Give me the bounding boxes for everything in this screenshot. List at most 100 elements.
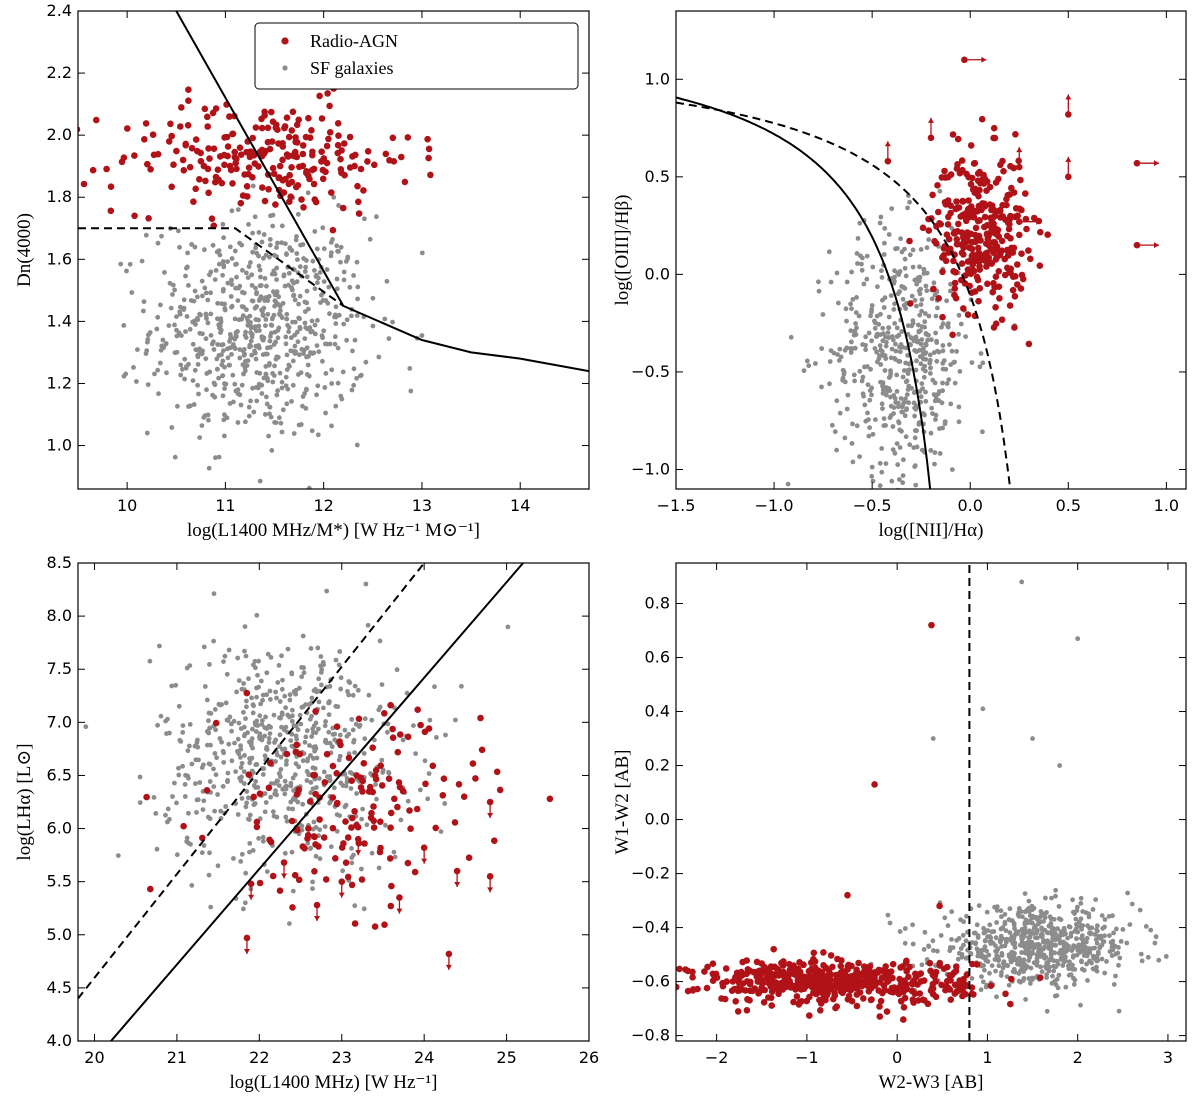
sf-galaxy-point xyxy=(359,816,364,822)
radio-agn-point xyxy=(196,176,203,183)
sf-galaxy-point xyxy=(411,723,416,728)
sf-galaxy-point xyxy=(848,301,853,307)
sf-galaxy-point xyxy=(184,314,190,319)
sf-galaxy-point xyxy=(283,724,289,730)
sf-galaxy-point xyxy=(237,355,243,361)
sf-galaxy-point xyxy=(311,819,317,825)
radio-agn-point xyxy=(323,750,331,758)
radio-agn-point xyxy=(970,160,978,167)
radio-agn-point xyxy=(1011,324,1018,331)
sf-galaxy-point xyxy=(392,854,398,860)
sf-galaxy-point xyxy=(172,454,178,460)
sf-galaxy-point xyxy=(1053,887,1058,893)
radio-agn-point xyxy=(959,992,966,1000)
radio-agn-point xyxy=(275,140,282,147)
sf-galaxy-point xyxy=(260,313,266,318)
sf-galaxy-point xyxy=(175,403,180,409)
sf-galaxy-point xyxy=(172,287,178,293)
sf-galaxy-point xyxy=(940,321,946,327)
plot-area xyxy=(676,56,1159,489)
sf-galaxy-point xyxy=(963,334,968,339)
radio-agn-point xyxy=(205,145,212,152)
radio-agn-point xyxy=(376,848,384,856)
sf-galaxy-point xyxy=(174,349,180,355)
radio-agn-point xyxy=(348,881,356,889)
sf-galaxy-point xyxy=(952,380,958,386)
sf-galaxy-point xyxy=(342,727,348,733)
sf-galaxy-point xyxy=(292,343,298,349)
radio-agn-point xyxy=(439,792,447,799)
x-axis-label: W2-W3 [AB] xyxy=(879,1072,984,1093)
radio-agn-point xyxy=(299,150,307,158)
y-tick-label: 5.5 xyxy=(47,872,72,891)
sf-galaxy-point xyxy=(1021,950,1027,955)
sf-galaxy-point xyxy=(250,726,255,732)
sf-galaxy-point xyxy=(147,658,153,664)
radio-agn-point xyxy=(342,859,350,866)
radio-agn-point xyxy=(963,170,970,178)
sf-galaxy-point xyxy=(296,301,301,307)
radio-agn-point xyxy=(253,818,261,826)
sf-galaxy-point xyxy=(1039,969,1045,975)
radio-agn-point xyxy=(778,959,785,967)
sf-galaxy-point xyxy=(239,851,245,857)
radio-agn-point xyxy=(1018,206,1025,214)
y-tick-label: 1.6 xyxy=(47,249,72,268)
radio-agn-point xyxy=(143,793,150,801)
radio-agn-point xyxy=(377,762,385,769)
sf-galaxy-point xyxy=(1008,937,1013,943)
sf-galaxy-point xyxy=(343,783,349,789)
sf-galaxy-point xyxy=(1080,933,1085,938)
radio-agn-point xyxy=(1012,205,1020,212)
sf-galaxy-point xyxy=(289,248,295,253)
radio-agn-point xyxy=(954,161,961,168)
sf-galaxy-point xyxy=(191,402,197,407)
sf-galaxy-point xyxy=(232,740,237,746)
sf-galaxy-point xyxy=(266,740,272,745)
sf-galaxy-point xyxy=(294,736,300,742)
radio-agn-point xyxy=(838,968,846,976)
sf-galaxy-point xyxy=(921,374,927,380)
sf-galaxy-point xyxy=(337,813,342,818)
sf-galaxy-point xyxy=(878,214,884,220)
sf-galaxy-point xyxy=(300,403,305,409)
sf-galaxy-point xyxy=(300,242,306,247)
sf-galaxy-point xyxy=(277,744,282,749)
sf-galaxy-point xyxy=(309,318,315,324)
radio-agn-point xyxy=(999,201,1006,209)
sf-galaxy-point xyxy=(863,334,868,340)
sf-galaxy-point xyxy=(883,461,889,466)
radio-agn-point xyxy=(404,859,412,867)
radio-agn-point xyxy=(1003,246,1011,254)
sf-galaxy-point xyxy=(332,341,338,347)
sf-galaxy-point xyxy=(231,718,237,724)
sf-galaxy-point xyxy=(1075,636,1081,642)
sf-galaxy-point xyxy=(262,276,268,281)
radio-agn-point xyxy=(813,968,821,975)
radio-agn-point xyxy=(364,148,372,155)
radio-agn-point xyxy=(369,744,377,751)
sf-galaxy-point xyxy=(185,748,191,754)
radio-agn-point xyxy=(359,777,367,785)
sf-galaxy-point xyxy=(296,764,302,770)
sf-galaxy-point xyxy=(949,467,955,472)
sf-galaxy-point xyxy=(873,417,878,422)
radio-agn-point xyxy=(945,249,952,256)
y-tick-label: 6.5 xyxy=(47,765,72,784)
sf-galaxy-point xyxy=(922,929,928,935)
sf-galaxy-point xyxy=(982,930,988,935)
sf-galaxy-point xyxy=(1019,579,1025,585)
sf-galaxy-point xyxy=(261,255,266,261)
sf-galaxy-point xyxy=(297,326,303,332)
sf-galaxy-point xyxy=(235,329,240,334)
radio-agn-point xyxy=(269,164,277,172)
limit-arrow xyxy=(280,859,288,879)
radio-agn-point xyxy=(179,156,187,164)
sf-galaxy-point xyxy=(217,736,223,741)
sf-galaxy-point xyxy=(267,411,272,417)
sf-galaxy-point xyxy=(308,780,314,785)
sf-galaxy-point xyxy=(253,762,259,768)
radio-agn-point xyxy=(188,144,196,152)
radio-agn-point xyxy=(929,191,936,199)
radio-agn-point xyxy=(186,163,194,171)
